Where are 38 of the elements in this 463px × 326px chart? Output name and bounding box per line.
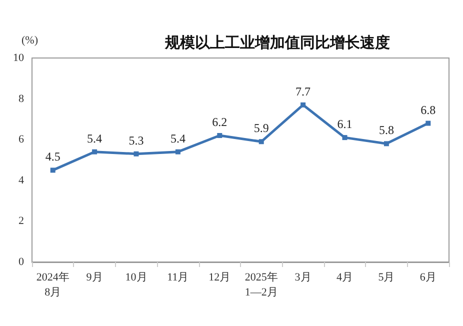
y-tick-label: 8 [18, 92, 24, 105]
x-tick-label: 3月 [294, 272, 312, 284]
point [134, 151, 139, 156]
point [384, 141, 389, 146]
data-label: 6.2 [212, 115, 228, 130]
point [175, 149, 180, 154]
data-label: 5.4 [87, 131, 102, 146]
y-tick-label: 0 [18, 256, 24, 268]
point [92, 149, 98, 154]
x-tick-label: 6月 [420, 272, 436, 284]
data-label: 5.4 [170, 131, 186, 146]
data-label: 6.8 [420, 102, 436, 117]
x-tick-label: 4月 [336, 272, 353, 284]
x-tick-label: 2024年 8月 [36, 272, 70, 298]
data-label: 5.8 [378, 123, 394, 138]
x-tick-label: 9月 [86, 272, 103, 284]
point [50, 168, 56, 173]
x-tick-label: 11月 [167, 272, 189, 284]
data-label: 7.7 [296, 84, 311, 98]
point [258, 139, 264, 144]
y-tick-label: 2 [18, 215, 24, 228]
point [300, 102, 306, 108]
data-label: 5.9 [254, 121, 269, 136]
x-tick-label: 12月 [208, 272, 231, 284]
point [426, 120, 431, 126]
point [217, 133, 222, 138]
chart-title: 规模以上工业增加值同比增长速度 [164, 34, 390, 52]
x-tick-label: 5月 [378, 272, 395, 284]
data-label: 5.3 [128, 133, 144, 148]
y-tick-label: 4 [18, 174, 24, 186]
y-axis-title: (%) [22, 34, 38, 46]
point [342, 135, 348, 140]
data-label: 4.5 [45, 150, 60, 164]
data-label: 6.1 [337, 117, 352, 132]
y-tick-label: 10 [13, 52, 24, 64]
y-tick-label: 6 [18, 134, 24, 146]
x-tick-label: 2025年 1—2月 [244, 272, 278, 298]
x-tick-label: 10月 [125, 272, 148, 284]
